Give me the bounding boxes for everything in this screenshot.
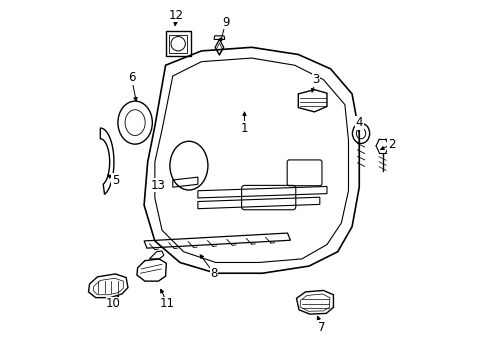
Text: 4: 4	[355, 116, 362, 129]
Text: 1: 1	[240, 122, 248, 135]
Text: 8: 8	[210, 267, 217, 280]
Text: 13: 13	[150, 179, 165, 192]
Text: 12: 12	[168, 9, 183, 22]
Text: 11: 11	[160, 297, 175, 310]
Text: 5: 5	[111, 174, 119, 186]
Text: 10: 10	[106, 297, 121, 310]
Text: 6: 6	[127, 71, 135, 84]
Text: 2: 2	[387, 138, 394, 150]
Text: 9: 9	[222, 16, 229, 29]
Text: 7: 7	[317, 320, 325, 333]
Text: 3: 3	[312, 73, 319, 86]
